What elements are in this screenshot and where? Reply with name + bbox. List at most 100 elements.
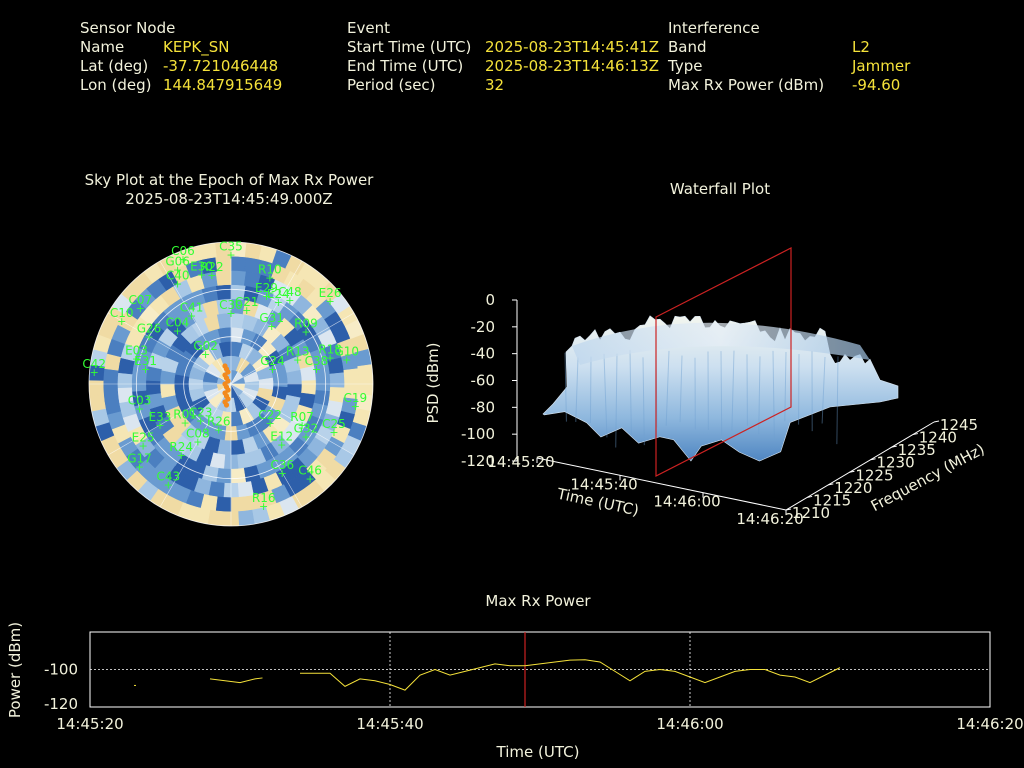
satellite-label: G17 [127,451,152,465]
waterfall-shading [642,357,645,446]
satellite-label: C42 [82,357,106,371]
frequency-tick [891,445,897,448]
power-time-tick-label: 14:45:40 [356,715,423,733]
satellite-label: E03 [125,344,148,358]
satellite-label: E25 [132,431,155,445]
satellite-label: G10 [334,344,359,358]
psd-tick-label: -100 [461,425,495,443]
satellite-marker: + [173,278,182,291]
satellite-marker: + [285,294,294,307]
sensor-lat-value: -37.721046448 [163,57,279,75]
power-value-tick-label: -100 [44,661,78,679]
waterfall-epoch-plane [655,247,792,477]
satellite-marker: + [262,290,271,303]
satellite-label: C10 [110,306,134,320]
satellite-label: C22 [258,408,282,422]
frequency-tick [870,458,876,461]
sensor-lon-value: 144.847915649 [163,76,283,94]
satellite-marker: + [135,403,144,416]
interference-heading: Interference [668,19,760,37]
satellite-marker: + [297,419,306,432]
satellite-marker: + [117,315,126,328]
satellite-label: E29 [255,281,278,295]
frequency-tick-label: 1210 [792,504,830,522]
power-time-axis-label: Time (UTC) [496,743,580,761]
frequency-tick [807,495,813,498]
satellite-marker: + [187,310,196,323]
band-value: L2 [852,38,870,56]
satellite-label: G06 [165,255,190,269]
sky-azimuth-spoke [159,383,232,508]
satellite-label: C23 [189,405,213,419]
sky-azimuth-spoke [230,383,303,508]
satellite-label: C48 [278,285,302,299]
satellite-label: C21 [235,295,259,309]
power-time-tick-label: 14:46:00 [656,715,723,733]
band-label: Band [668,38,707,56]
sky-azimuth-spoke [107,312,232,385]
sensor-name-value: KEPK_SN [163,38,230,56]
period-label: Period (sec) [347,76,436,94]
satellite-marker: + [196,414,205,427]
power-plot-title: Max Rx Power [485,592,591,610]
type-value: Jammer [852,57,911,75]
satellite-marker: + [144,331,153,344]
satellite-label: C25 [322,417,346,431]
waterfall-shading [679,355,683,423]
sky-azimuth-spoke [230,312,355,385]
waterfall-shading [772,350,775,439]
satellite-label: R24 [169,440,193,454]
satellite-label: R01 [173,408,197,422]
time-axis [536,457,787,511]
waterfall-shading [821,356,826,424]
frequency-tick [828,483,834,486]
sky-plot-track [222,363,231,408]
power-plot-labels: 14:45:20 14:45:40 14:46:00 14:46:20 -100 -120… [6,622,1024,761]
frequency-tick [849,470,855,473]
frequency-tick-label: 1235 [898,441,936,459]
satellite-marker: + [293,354,302,367]
satellite-label: C41 [180,301,204,315]
satellite-marker: + [265,417,274,430]
type-label: Type [668,57,703,75]
satellite-marker: + [226,249,235,262]
satellite-marker: + [329,426,338,439]
satellite-label: C38 [305,354,329,368]
psd-tick-label: -120 [461,452,495,470]
satellite-marker: + [214,424,223,437]
satellite-label: G24 [260,354,285,368]
start-time-label: Start Time (UTC) [347,38,472,56]
frequency-axis [785,421,935,511]
satellite-label: R13 [286,345,310,359]
frequency-tick-label: 1245 [940,416,978,434]
satellite-label: C43 [156,469,180,483]
sensor-node-block: Sensor Node Name Lat (deg) Lon (deg) [80,19,175,95]
sky-plot-title-line1: Sky Plot at the Epoch of Max Rx Power [84,171,374,189]
waterfall-shading [758,356,761,435]
satellite-label: C40 [166,269,190,283]
satellite-marker: + [301,326,310,339]
satellite-marker: + [342,353,351,366]
waterfall-shading [575,357,579,422]
waterfall-shading [665,350,670,426]
power-trace-segment [209,677,263,684]
satellite-marker: + [305,472,314,485]
frequency-tick-label: 1215 [813,491,851,509]
sky-azimuth-spoke [230,383,355,456]
psd-tick-label: -40 [471,345,496,363]
satellite-label: E31 [134,354,157,368]
satellite-marker: + [135,460,144,473]
waterfall-shading [836,356,839,445]
satellite-marker: + [173,264,182,277]
sky-plot-heatmap [89,242,373,526]
frequency-tick [912,433,918,436]
frequency-tick [933,420,940,423]
time-tick-label: 14:46:00 [653,493,720,511]
sky-plot-title: Sky Plot at the Epoch of Max Rx Power 20… [40,171,418,209]
satellite-marker: + [155,419,164,432]
satellite-marker: + [267,320,276,333]
satellite-marker: + [132,353,141,366]
